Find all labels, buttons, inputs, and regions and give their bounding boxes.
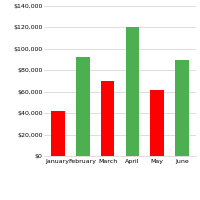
Bar [51,111,65,156]
Bar [76,57,90,156]
Bar [101,81,114,156]
Bar [126,27,139,156]
Bar [150,90,164,156]
Bar [175,60,189,156]
